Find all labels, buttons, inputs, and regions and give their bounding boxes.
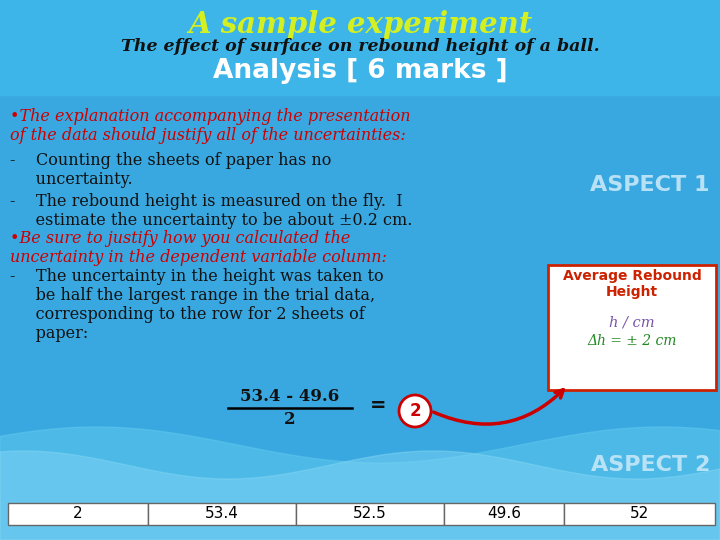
Text: -    Counting the sheets of paper has no: - Counting the sheets of paper has no [10, 152, 331, 169]
Text: 2: 2 [73, 507, 83, 522]
Text: 53.4 - 49.6: 53.4 - 49.6 [240, 388, 340, 405]
Text: -    The rebound height is measured on the fly.  I: - The rebound height is measured on the … [10, 193, 402, 210]
Text: Δh = ± 2 cm: Δh = ± 2 cm [588, 334, 677, 348]
Text: 49.6: 49.6 [487, 507, 521, 522]
Text: 2: 2 [284, 411, 296, 428]
Bar [0, 0, 720, 95]
Text: •Be sure to justify how you calculated the: •Be sure to justify how you calculated t… [10, 230, 351, 247]
Polygon shape [0, 427, 720, 540]
Text: corresponding to the row for 2 sheets of: corresponding to the row for 2 sheets of [10, 306, 365, 323]
Bar [8, 503, 148, 525]
Text: uncertainty in the dependent variable column:: uncertainty in the dependent variable co… [10, 249, 387, 266]
Bar [564, 503, 715, 525]
Text: paper:: paper: [10, 325, 89, 342]
Text: The effect of surface on rebound height of a ball.: The effect of surface on rebound height … [121, 38, 599, 55]
Text: Average Rebound
Height: Average Rebound Height [562, 269, 701, 299]
Bar [548, 265, 716, 390]
Text: 53.4: 53.4 [205, 507, 239, 522]
Text: =: = [370, 396, 387, 415]
FancyArrowPatch shape [433, 390, 563, 424]
Text: 52: 52 [630, 507, 649, 522]
Text: Analysis [ 6 marks ]: Analysis [ 6 marks ] [212, 58, 508, 84]
Circle shape [399, 395, 431, 427]
Text: •The explanation accompanying the presentation: •The explanation accompanying the presen… [10, 108, 410, 125]
Text: -    The uncertainty in the height was taken to: - The uncertainty in the height was take… [10, 268, 384, 285]
Text: A sample experiment: A sample experiment [188, 10, 532, 39]
Text: estimate the uncertainty to be about ±0.2 cm.: estimate the uncertainty to be about ±0.… [10, 212, 413, 229]
Text: ASPECT 2: ASPECT 2 [590, 455, 710, 475]
Text: uncertainty.: uncertainty. [10, 171, 132, 188]
Text: 2: 2 [409, 402, 420, 420]
Text: 52.5: 52.5 [353, 507, 387, 522]
Text: ASPECT 1: ASPECT 1 [590, 175, 710, 195]
Text: of the data should justify all of the uncertainties:: of the data should justify all of the un… [10, 127, 406, 144]
Bar [444, 503, 564, 525]
Text: h / cm: h / cm [609, 315, 654, 329]
Bar [296, 503, 444, 525]
Bar [148, 503, 296, 525]
Polygon shape [0, 451, 720, 540]
Text: be half the largest range in the trial data,: be half the largest range in the trial d… [10, 287, 375, 304]
